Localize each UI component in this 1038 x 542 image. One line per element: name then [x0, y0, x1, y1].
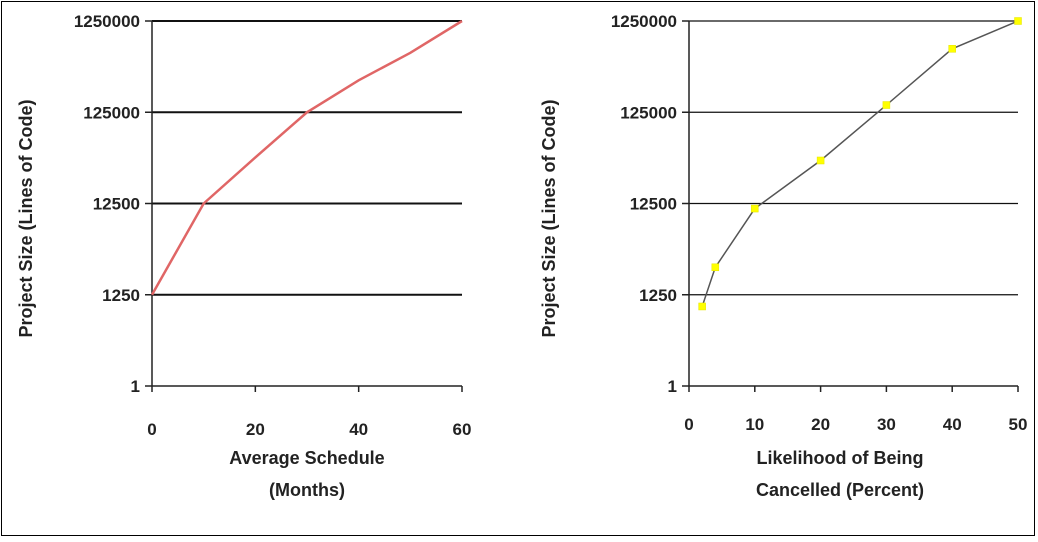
data-point-2-3 — [816, 156, 825, 165]
series-line-1 — [150, 19, 463, 296]
data-point-2-1 — [711, 263, 720, 272]
data-point-2-4 — [882, 101, 891, 109]
x-tick-label: 60 — [453, 420, 472, 439]
x-axis-title-line-1: Likelihood of Being — [757, 448, 924, 468]
y-tick-label: 12500 — [630, 195, 677, 214]
y-tick-label: 125000 — [83, 103, 140, 122]
y-tick-label: 1 — [668, 377, 677, 396]
y-axis-title: Project Size (Lines of Code) — [539, 99, 559, 337]
x-tick-label: 50 — [1009, 415, 1028, 434]
y-tick-label: 12500 — [93, 195, 140, 214]
y-axis-title: Project Size (Lines of Code) — [16, 99, 36, 337]
data-point-2-2 — [751, 204, 759, 213]
x-tick-label: 10 — [745, 415, 764, 434]
x-tick-label: 20 — [811, 415, 830, 434]
x-tick-label: 20 — [246, 420, 265, 439]
data-point-2-6 — [1014, 17, 1022, 25]
x-tick-label: 0 — [147, 420, 156, 439]
series-line-2 — [701, 20, 1019, 307]
y-tick-label: 1250 — [639, 286, 677, 305]
x-axis-title-line-2: Cancelled (Percent) — [756, 480, 924, 500]
x-axis-title-line-2: (Months) — [269, 480, 345, 500]
x-tick-label: 40 — [943, 415, 962, 434]
y-tick-label: 125000 — [620, 103, 677, 122]
data-point-2-0 — [698, 302, 706, 311]
y-tick-label: 1250 — [102, 286, 140, 305]
x-tick-label: 30 — [877, 415, 896, 434]
x-tick-label: 0 — [684, 415, 693, 434]
y-tick-label: 1250000 — [74, 12, 140, 31]
y-tick-label: 1 — [131, 377, 140, 396]
y-tick-label: 1250000 — [611, 12, 677, 31]
x-tick-label: 40 — [349, 420, 368, 439]
data-point-2-5 — [948, 45, 956, 53]
x-axis-title-line-1: Average Schedule — [229, 448, 384, 468]
